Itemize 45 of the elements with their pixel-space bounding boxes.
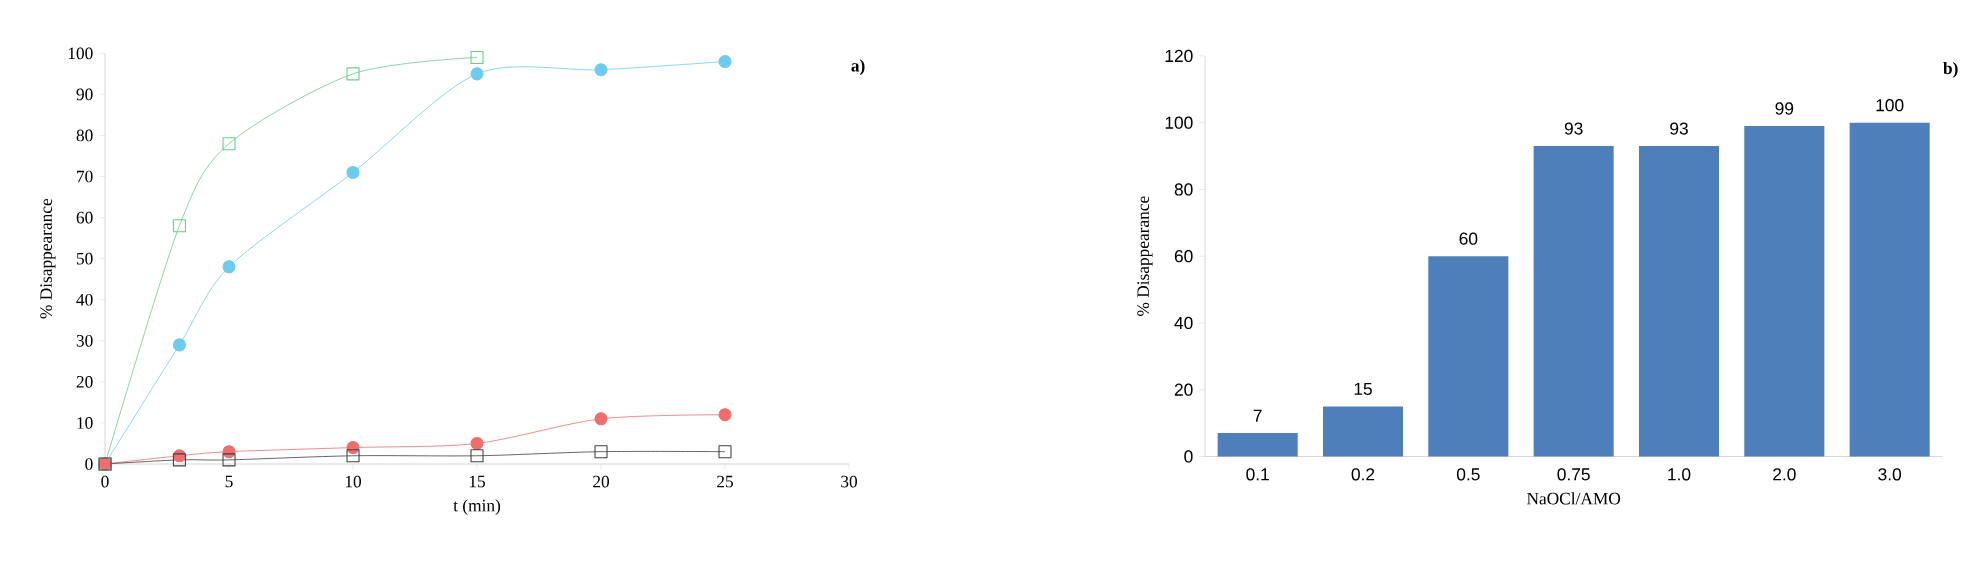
x-tick-label: 20 (593, 475, 610, 488)
data-label: 7 (1253, 409, 1262, 422)
y-tick-label: 70 (77, 170, 93, 183)
y-tick-label: 40 (1174, 316, 1193, 330)
x-tick-label: 3.0 (1878, 468, 1902, 481)
x-tick-label: 30 (841, 475, 858, 488)
x-tick-label: 0.75 (1557, 468, 1590, 481)
y-tick-label: 80 (76, 129, 93, 142)
y-tick-label: 10 (77, 417, 93, 429)
data-label: 93 (1564, 122, 1583, 135)
x-tick-label: 1.0 (1668, 468, 1691, 481)
x-tick-label: 0.5 (1456, 468, 1480, 481)
y-tick-label: 100 (68, 47, 93, 60)
text: b) (1943, 61, 1958, 78)
y-tick-label: 0 (1184, 450, 1193, 463)
y-tick-label: 60 (76, 211, 93, 224)
y-tick-label: 20 (1174, 383, 1193, 396)
y-tick-label: 30 (76, 334, 93, 347)
x-axis-title: t (min) (453, 499, 501, 515)
x-tick-label: 0.2 (1351, 468, 1375, 481)
y-tick-label: 60 (1174, 250, 1193, 263)
text: a) (851, 59, 865, 76)
y-tick-label: 20 (76, 376, 93, 388)
y-tick-label: 0 (85, 458, 93, 470)
x-tick-label: 0.1 (1246, 468, 1269, 481)
x-tick-label: 10 (345, 475, 362, 488)
data-label: 100 (1876, 99, 1904, 112)
x-tick-label: 25 (717, 475, 733, 488)
y-tick-label: 90 (76, 88, 93, 101)
x-tick-label: 5 (225, 475, 233, 488)
x-tick-label: 2.0 (1773, 468, 1796, 481)
y-tick-label: 80 (1174, 183, 1193, 196)
x-axis-title: NaOCl/AMO (1526, 492, 1621, 505)
y-tick-label: 50 (76, 252, 93, 265)
x-tick-label: 15 (469, 475, 485, 488)
y-tick-label: 120 (1165, 49, 1193, 63)
data-label: 93 (1670, 122, 1688, 135)
y-tick-label: 100 (1165, 116, 1193, 129)
x-tick-label: 0 (101, 475, 109, 488)
y-axis-title: % Disappearance (40, 198, 56, 319)
y-tick-label: 40 (76, 293, 93, 306)
data-label: 99 (1775, 102, 1794, 115)
data-label: 60 (1459, 232, 1478, 245)
y-axis-title: % Disappearance (1137, 196, 1153, 316)
data-label: 15 (1354, 382, 1372, 396)
